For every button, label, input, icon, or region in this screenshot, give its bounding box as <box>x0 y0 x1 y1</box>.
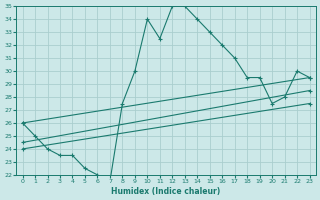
X-axis label: Humidex (Indice chaleur): Humidex (Indice chaleur) <box>111 187 221 196</box>
